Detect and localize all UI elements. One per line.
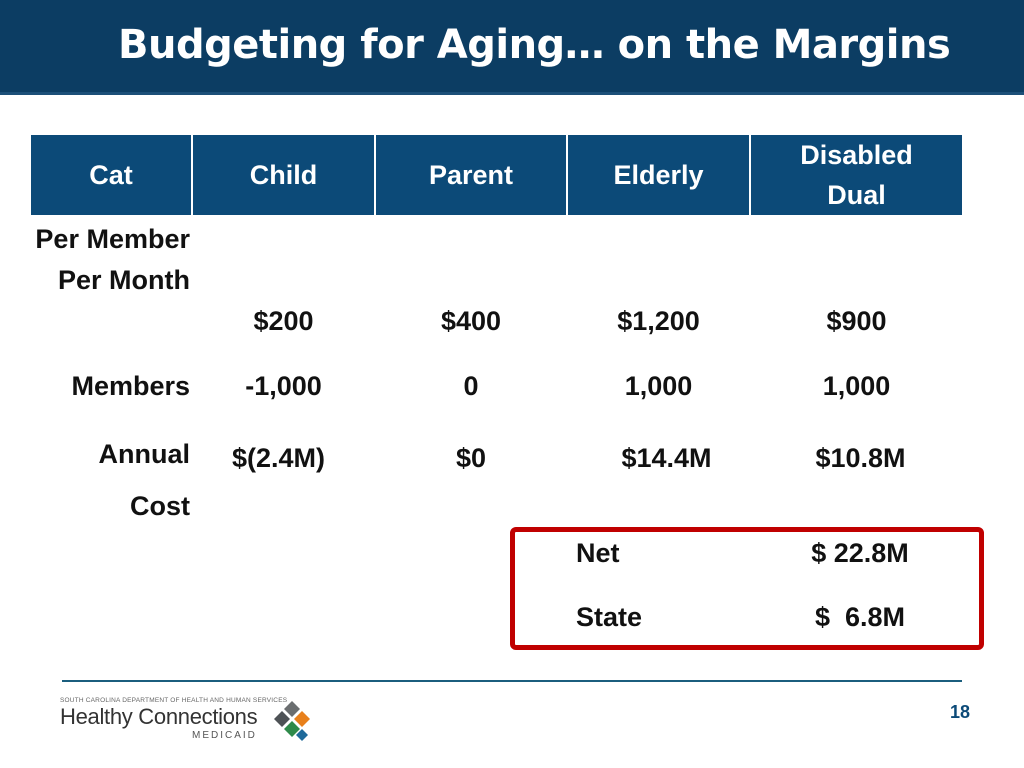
table-cell: $0 xyxy=(455,443,487,473)
row-label-members: Members xyxy=(20,366,190,407)
table-cell: $400 xyxy=(440,306,502,336)
header-label: Elderly xyxy=(613,160,704,190)
net-label: Net xyxy=(576,538,620,568)
logo-agency-text: SOUTH CAROLINA DEPARTMENT OF HEALTH AND … xyxy=(60,697,288,704)
table-cell: $10.8M xyxy=(815,443,906,473)
header-label: Disabled Dual xyxy=(800,140,913,210)
header-label: Child xyxy=(249,160,318,190)
row-label-text: Annual Cost xyxy=(98,439,191,521)
net-value: $ 22.8M xyxy=(811,538,909,568)
header-cell-child: Child xyxy=(193,135,374,215)
header-cell-parent: Parent xyxy=(376,135,566,215)
table-cell: $900 xyxy=(826,306,887,336)
header-cell-cat: Cat xyxy=(31,135,191,215)
table-cell: 1,000 xyxy=(822,371,891,401)
footer-divider xyxy=(62,680,962,682)
row-label-text: Members xyxy=(71,371,190,401)
table-cell: $200 xyxy=(253,306,314,336)
logo-sub-text: MEDICAID xyxy=(192,730,257,741)
logo-name-text: Healthy Connections xyxy=(60,704,258,729)
table-cell: 1,000 xyxy=(624,371,693,401)
table-cell: 0 xyxy=(463,371,479,401)
state-value: $ 6.8M xyxy=(814,602,906,632)
row-label-pmpm: Per Member Per Month xyxy=(20,219,190,301)
header-label: Cat xyxy=(89,160,133,190)
table-cell: $14.4M xyxy=(621,443,712,473)
title-bar: Budgeting for Aging… on the Margins xyxy=(0,0,1024,95)
logo-mark-icon xyxy=(274,701,310,741)
table-cell: -1,000 xyxy=(245,371,322,401)
healthy-connections-logo: SOUTH CAROLINA DEPARTMENT OF HEALTH AND … xyxy=(60,697,310,745)
state-label: State xyxy=(576,602,643,632)
row-label-annual-cost: Annual Cost xyxy=(40,428,191,532)
table-cell: $1,200 xyxy=(617,306,700,336)
summary-highlight-box xyxy=(510,527,984,650)
header-cell-elderly: Elderly xyxy=(568,135,749,215)
table-cell: $(2.4M) xyxy=(231,443,326,473)
header-cell-disabled-dual: Disabled Dual xyxy=(751,135,962,215)
page-number: 18 xyxy=(949,702,970,722)
header-label: Parent xyxy=(428,160,514,190)
slide-title: Budgeting for Aging… on the Margins xyxy=(118,22,951,68)
row-label-text: Per Member Per Month xyxy=(35,224,190,295)
